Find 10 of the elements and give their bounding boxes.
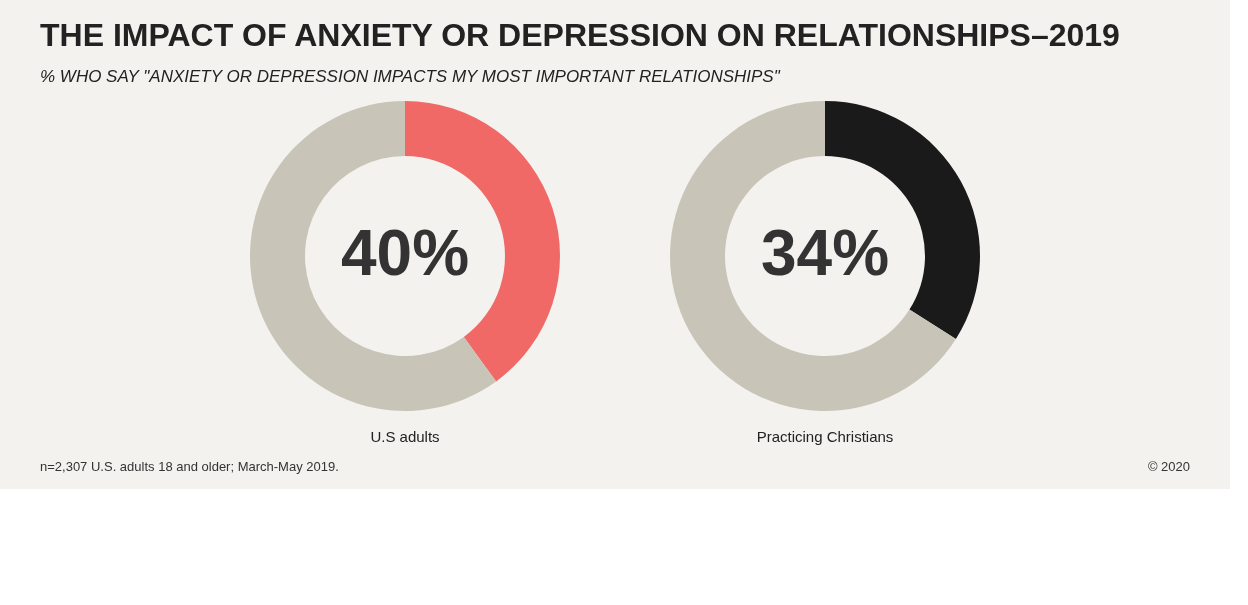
- text: Practicing Christians: [756, 428, 894, 445]
- data-label: 34%: [760, 217, 890, 289]
- text: U.S adults: [370, 428, 440, 445]
- data-label: 40%: [340, 217, 470, 289]
- text: © 2020: [1147, 459, 1190, 474]
- donut-slice: [670, 101, 956, 411]
- chart-subtitle: % WHO SAY "ANXIETY OR DEPRESSION IMPACTS MY MOST IMPORTANT RELATIONSHIPS": [40, 67, 781, 86]
- text: n=2,307 U.S. adults 18 and older; March-May 2019.: [40, 459, 339, 474]
- chart-title: THE IMPACT OF ANXIETY OR DEPRESSION ON RELATIONSHIPS–2019: [40, 17, 1120, 53]
- donut-slice: [250, 101, 497, 411]
